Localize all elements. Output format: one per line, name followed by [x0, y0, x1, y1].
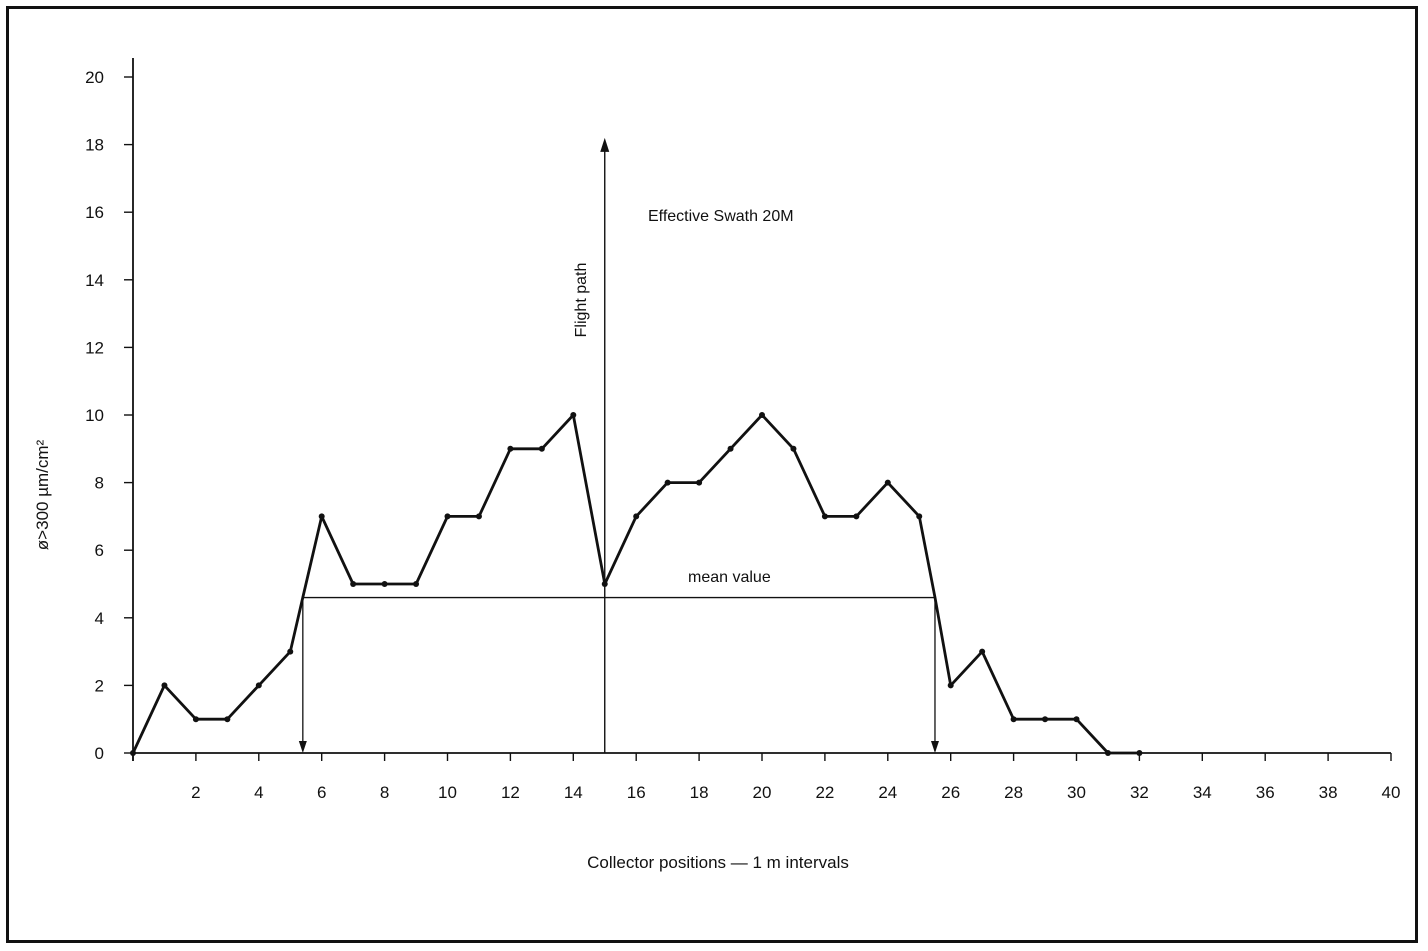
x-tick-label-20: 20	[753, 783, 772, 802]
data-point-15	[570, 412, 577, 418]
data-point-17	[633, 513, 640, 520]
data-point-29	[979, 648, 986, 655]
data-point-34	[1136, 750, 1143, 756]
x-tick-label-30: 30	[1067, 783, 1086, 802]
flight-path-arrow-head	[600, 137, 610, 152]
data-point-14	[538, 445, 545, 452]
x-tick-label-34: 34	[1193, 783, 1212, 802]
series-layer	[130, 412, 1143, 756]
swath-left-arrow-head	[298, 741, 307, 753]
x-tick-label-26: 26	[941, 783, 960, 802]
data-point-11	[444, 513, 451, 520]
x-tick-label-32: 32	[1130, 783, 1149, 802]
x-tick-label-36: 36	[1256, 783, 1275, 802]
x-tick-label-18: 18	[690, 783, 709, 802]
data-point-12	[475, 513, 482, 520]
data-point-25	[884, 479, 891, 486]
y-tick-label-16: 16	[85, 203, 104, 222]
data-point-28	[947, 682, 954, 689]
data-point-8	[350, 581, 357, 587]
x-tick-label-24: 24	[878, 783, 897, 802]
y-tick-label-10: 10	[85, 406, 104, 425]
series-line-0	[131, 413, 1140, 755]
x-tick-label-4: 4	[254, 783, 263, 802]
x-tick-label-38: 38	[1319, 783, 1338, 802]
data-point-2	[192, 716, 199, 723]
x-tick-label-12: 12	[501, 783, 520, 802]
x-tick-label-8: 8	[380, 783, 389, 802]
x-tick-label-28: 28	[1004, 783, 1023, 802]
flight-path-label: Flight path	[573, 263, 590, 338]
y-tick-label-4: 4	[95, 609, 104, 628]
data-point-7	[318, 513, 325, 520]
data-point-3	[224, 716, 231, 723]
y-tick-label-6: 6	[95, 541, 104, 560]
data-point-31	[1042, 716, 1049, 723]
data-point-26	[916, 513, 923, 520]
data-point-22	[790, 445, 797, 452]
x-tick-label-6: 6	[317, 783, 326, 802]
axes	[132, 58, 1391, 761]
x-tick-label-2: 2	[191, 783, 200, 802]
y-tick-label-12: 12	[85, 338, 104, 357]
y-ticks: 0 2 4 6 8 10 12 14 16 18 20	[85, 68, 133, 763]
swath-right-arrow-head	[930, 741, 939, 753]
data-point-5	[287, 648, 294, 655]
data-point-10	[413, 581, 420, 587]
data-point-20	[727, 445, 734, 452]
x-tick-label-40: 40	[1382, 783, 1401, 802]
chart-frame	[6, 6, 1418, 943]
data-point-4	[255, 682, 262, 689]
data-point-19	[696, 479, 703, 486]
x-tick-label-22: 22	[815, 783, 834, 802]
x-tick-label-10: 10	[438, 783, 457, 802]
annotation-layer	[298, 137, 939, 753]
data-point-0	[130, 750, 136, 756]
data-point-32	[1073, 716, 1080, 723]
data-point-33	[1104, 750, 1111, 756]
swath-label: Effective Swath 20M	[648, 208, 794, 225]
y-tick-label-20: 20	[85, 68, 104, 87]
x-ticks: 2 4 6 8 10 12 14 16 18 20 22 24 26 28 30 32 34 36 38 40	[132, 753, 1401, 802]
x-axis-title: Collector positions — 1 m intervals	[587, 853, 849, 872]
data-point-24	[853, 513, 860, 520]
data-point-21	[759, 412, 765, 418]
x-tick-label-16: 16	[627, 783, 646, 802]
data-point-1	[161, 682, 168, 689]
y-tick-label-2: 2	[95, 676, 104, 695]
y-tick-label-18: 18	[85, 136, 104, 155]
data-point-9	[381, 581, 388, 587]
data-point-13	[507, 445, 514, 452]
data-point-30	[1010, 716, 1017, 723]
x-tick-label-14: 14	[564, 783, 583, 802]
y-axis-title: ø>300 µm/cm²	[33, 439, 52, 550]
data-point-18	[664, 479, 671, 486]
data-point-23	[821, 513, 828, 520]
y-tick-label-8: 8	[95, 474, 104, 493]
mean-value-label: mean value	[688, 569, 771, 586]
y-tick-label-14: 14	[85, 271, 104, 290]
y-tick-label-0: 0	[95, 744, 104, 763]
